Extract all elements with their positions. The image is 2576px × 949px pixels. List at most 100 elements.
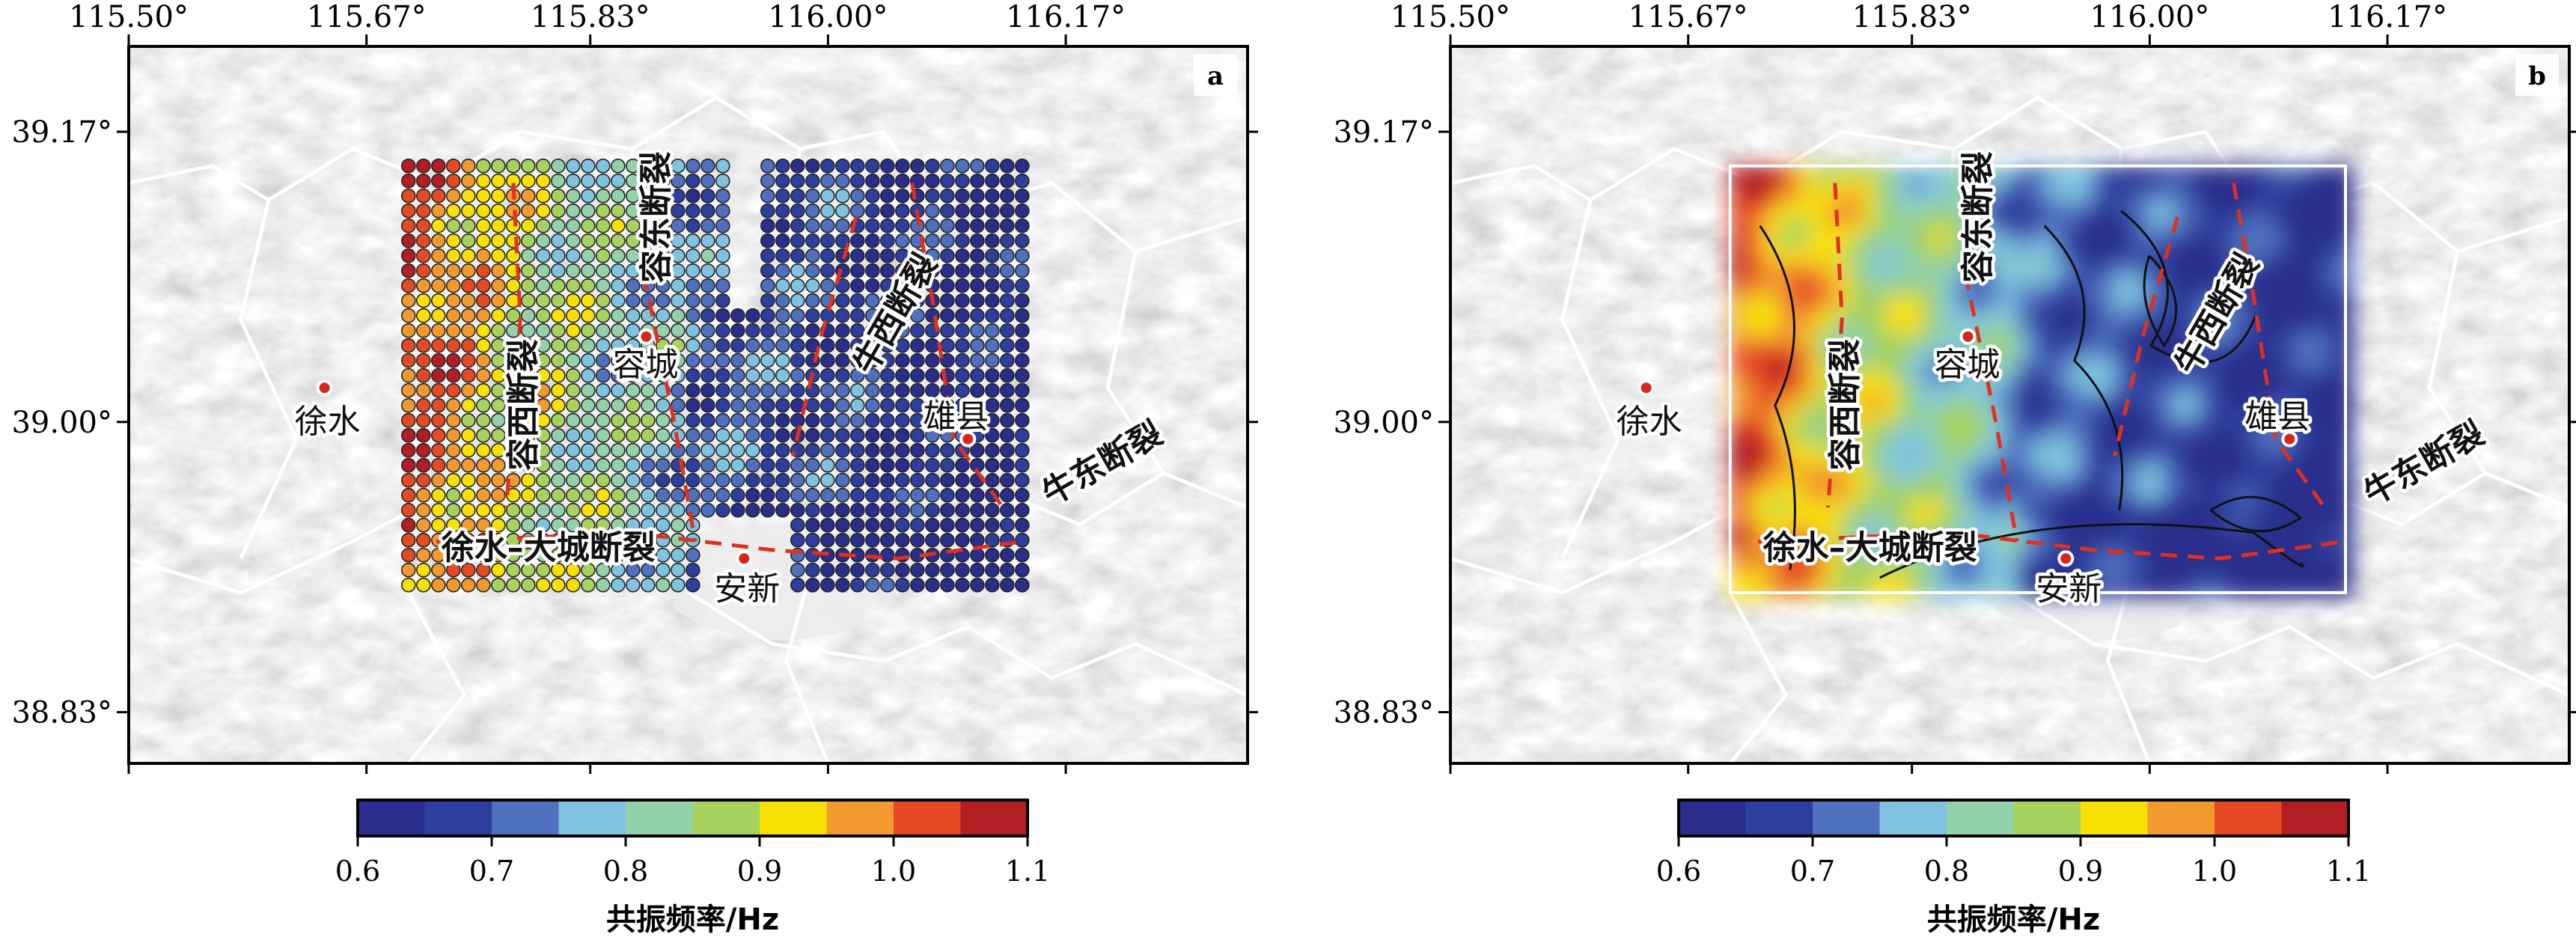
grid-cell <box>2292 273 2306 287</box>
measurement-point <box>460 562 476 578</box>
grid-cell <box>2161 381 2174 394</box>
grid-cell <box>1909 177 1923 191</box>
grid-cell <box>2316 381 2330 394</box>
grid-cell <box>2268 465 2282 478</box>
fault-lines <box>436 165 1025 561</box>
grid-cell <box>1897 249 1911 263</box>
measurement-point <box>730 427 745 443</box>
grid-cell <box>2077 189 2090 203</box>
grid-cell <box>1730 477 1743 490</box>
grid-cell <box>1993 513 2006 526</box>
grid-cell <box>1742 417 1755 430</box>
measurement-point <box>430 263 446 278</box>
measurement-point <box>820 397 835 413</box>
measurement-point <box>610 397 626 413</box>
grid-cell <box>2316 201 2330 215</box>
grid-cell <box>2173 201 2186 215</box>
measurement-point <box>445 367 461 383</box>
grid-cell <box>2041 213 2054 227</box>
grid-cell <box>2101 285 2114 299</box>
grid-cell <box>2340 405 2354 418</box>
grid-cell <box>2005 561 2018 574</box>
measurement-point <box>460 338 476 353</box>
measurement-point <box>925 382 940 398</box>
grid-cell <box>2197 489 2210 502</box>
grid-cell <box>2041 465 2054 478</box>
grid-cell <box>1873 165 1887 179</box>
grid-cell <box>2244 561 2258 574</box>
grid-cell <box>1873 213 1887 227</box>
grid-cell <box>2268 513 2282 526</box>
measurement-point <box>730 382 745 398</box>
grid-cell <box>2161 561 2174 574</box>
grid-cell <box>2209 441 2222 454</box>
measurement-point <box>565 248 581 263</box>
grid-cell <box>1813 285 1827 299</box>
measurement-point <box>1000 188 1015 204</box>
measurement-point <box>760 457 775 473</box>
grid-cell <box>2065 237 2078 251</box>
grid-cell <box>2232 537 2246 550</box>
grid-cell <box>1742 273 1755 287</box>
grid-cell <box>1861 201 1875 215</box>
measurement-point <box>1015 353 1030 368</box>
measurement-point <box>925 487 940 503</box>
grid-cell <box>2005 285 2018 299</box>
measurement-point <box>475 367 491 383</box>
grid-cell <box>2017 213 2030 227</box>
grid-cell <box>2137 237 2150 251</box>
grid-cell <box>2232 417 2246 430</box>
grid-cell <box>1801 393 1815 406</box>
grid-cell <box>2053 165 2066 179</box>
grid-cell <box>1849 549 1863 562</box>
measurement-point <box>565 218 581 234</box>
grid-cell <box>2197 573 2210 586</box>
measurement-point <box>820 517 835 533</box>
grid-cell <box>1909 489 1923 502</box>
grid-cell <box>1742 261 1755 275</box>
grid-cell <box>2197 453 2210 466</box>
grid-cell <box>1730 285 1743 299</box>
grid-cell <box>1885 201 1899 215</box>
grid-cell <box>2005 297 2018 311</box>
grid-cell <box>2316 561 2330 574</box>
grid-cell <box>1777 465 1791 478</box>
grid-cell <box>2328 561 2342 574</box>
grid-cell <box>2256 177 2270 191</box>
grid-cell <box>2029 261 2042 275</box>
grid-cell <box>1945 309 1959 323</box>
grid-cell <box>1801 525 1815 538</box>
measurement-point <box>730 502 745 518</box>
grid-cell <box>2137 405 2150 418</box>
measurement-point <box>1015 532 1030 548</box>
measurement-point <box>670 382 686 398</box>
measurement-point <box>880 338 895 353</box>
grid-cell <box>2041 321 2054 335</box>
measurement-point <box>460 367 476 383</box>
measurement-point <box>670 547 686 563</box>
grid-cell <box>1813 381 1827 394</box>
colorbar-tick-label: 0.9 <box>737 855 782 888</box>
grid-cell <box>1777 477 1791 490</box>
colorbar-swatch <box>1947 800 2014 836</box>
grid-cell <box>1837 501 1851 514</box>
measurement-point <box>520 248 536 263</box>
measurement-point <box>955 382 970 398</box>
grid-cell <box>2244 165 2258 179</box>
grid-cell <box>2268 201 2282 215</box>
grid-cell <box>1957 429 1971 442</box>
contour-line <box>1759 225 1796 570</box>
grid-cell <box>1849 237 1863 251</box>
measurement-point <box>895 382 910 398</box>
grid-cell <box>2328 213 2342 227</box>
grid-cell <box>2149 201 2162 215</box>
grid-cell <box>2065 405 2078 418</box>
grid-cell <box>1813 357 1827 370</box>
measurement-point <box>820 338 835 353</box>
grid-cell <box>2125 165 2138 179</box>
grid-cell <box>2173 537 2186 550</box>
measurement-point <box>895 562 910 578</box>
measurement-point <box>460 308 476 323</box>
grid-cell <box>1777 513 1791 526</box>
measurement-point <box>820 278 835 293</box>
